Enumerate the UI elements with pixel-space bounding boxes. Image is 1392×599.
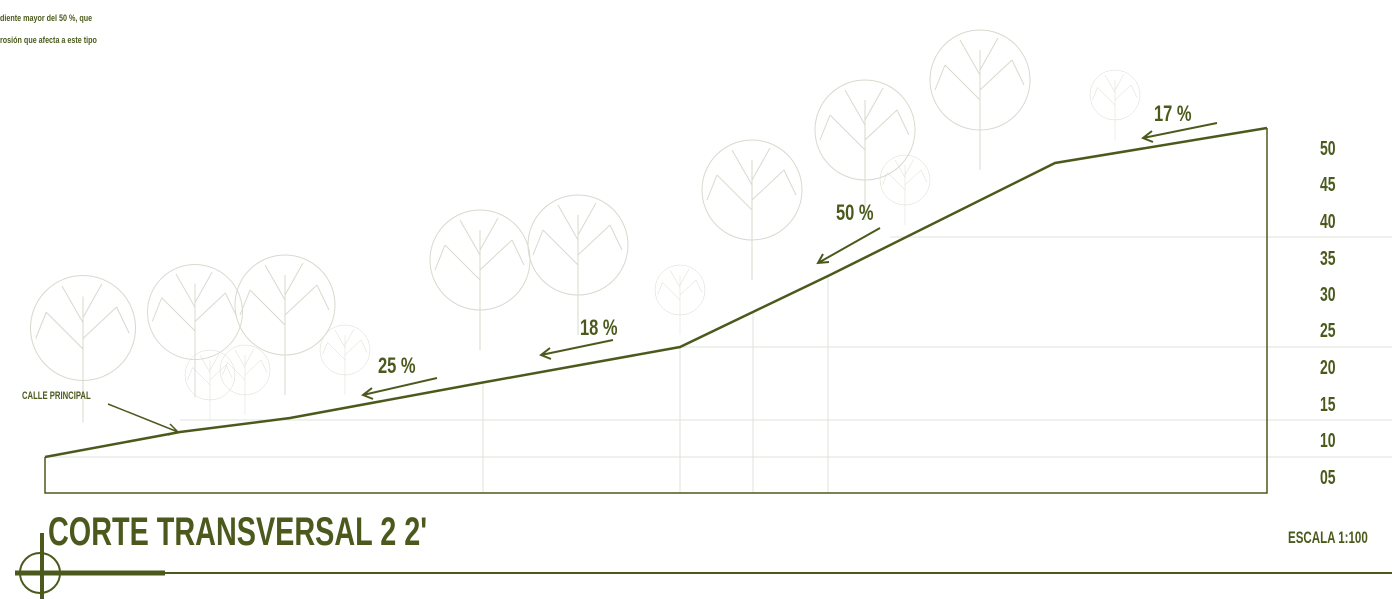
elevation-labels: 50 45 40 35 30 25 20 15 10 05 [1320, 136, 1336, 488]
drawing-title: CORTE TRANSVERSAL 2 2' [48, 509, 427, 554]
elevation-label: 10 [1320, 428, 1336, 451]
level-lines [45, 236, 1392, 493]
elevation-label: 20 [1320, 355, 1336, 378]
note: diente mayor del 50 %, que rosión que af… [0, 13, 97, 45]
slope-label: 18 % [580, 316, 618, 341]
street-pointer [107, 403, 180, 436]
slope-label: 17 % [1154, 102, 1192, 127]
elevation-label: 25 [1320, 318, 1336, 341]
section-box [44, 128, 1268, 494]
note-line: rosión que afecta a este tipo [0, 35, 97, 45]
elevation-label: 30 [1320, 282, 1336, 305]
elevation-label: 50 [1320, 136, 1336, 159]
slope-labels: 25 % 18 % 50 % 17 % [378, 102, 1192, 379]
elevation-label: 45 [1320, 172, 1336, 195]
street-label-group: CALLE PRINCIPAL [22, 390, 91, 403]
elevation-label: 15 [1320, 392, 1336, 415]
note-line: diente mayor del 50 %, que [0, 13, 93, 23]
ground-profile [44, 126, 1268, 459]
street-label: CALLE PRINCIPAL [22, 390, 91, 403]
slope-label: 50 % [836, 201, 874, 226]
elevation-label: 35 [1320, 246, 1336, 269]
elevation-label: 05 [1320, 465, 1336, 488]
slope-label: 25 % [378, 354, 416, 379]
title-rule [15, 533, 1392, 599]
slope-arrows [361, 122, 1218, 400]
drawing-scale: ESCALA 1:100 [1288, 529, 1368, 548]
elevation-label: 40 [1320, 209, 1336, 232]
